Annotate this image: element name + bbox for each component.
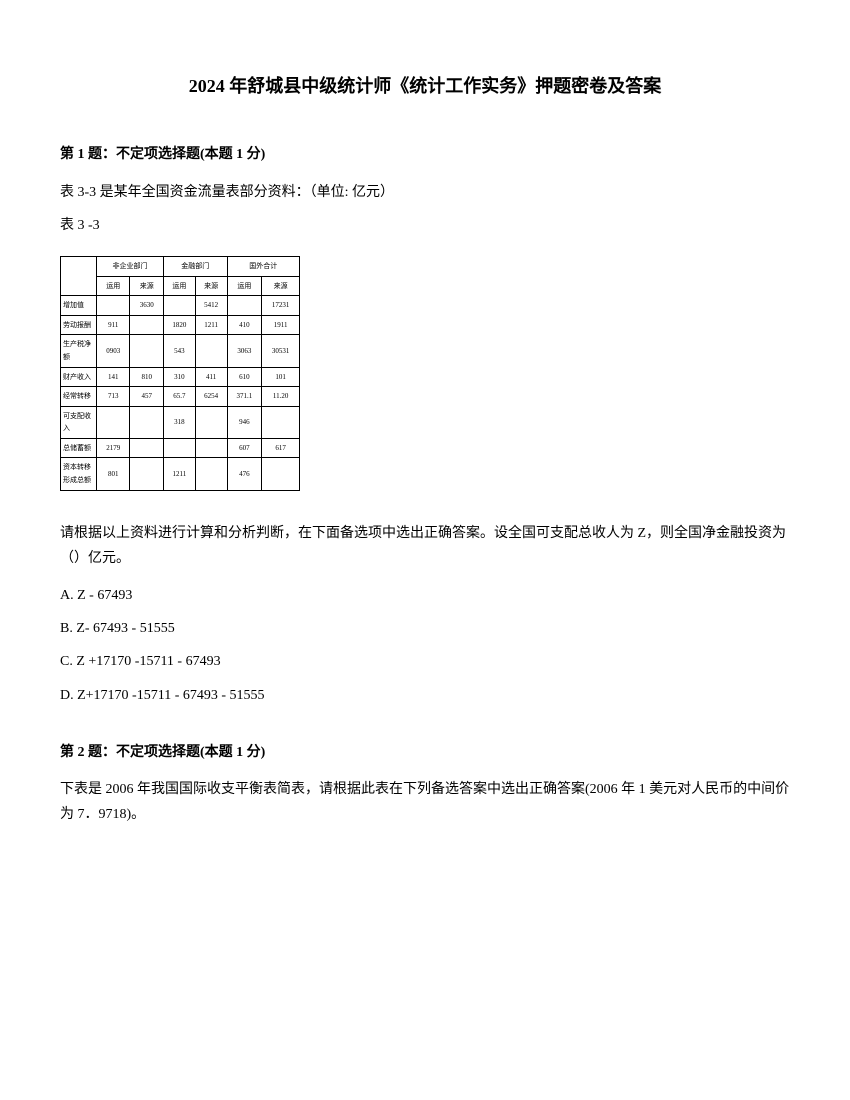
table-cell	[163, 296, 195, 316]
q1-intro: 表 3-3 是某年全国资金流量表部分资料：（单位: 亿元）	[60, 180, 790, 205]
table-cell	[262, 458, 300, 490]
table-cell	[130, 406, 163, 438]
question-2: 第 2 题：不定项选择题(本题 1 分) 下表是 2006 年我国国际收支平衡表…	[60, 740, 790, 828]
table-cell: 运用	[163, 276, 195, 296]
q1-option-c: C. Z +17170 -15711 - 67493	[60, 649, 790, 674]
table-cell: 资本转移形成总额	[61, 458, 97, 490]
table-row: 经常转移 713 457 65.7 6254 371.1 11.20	[61, 387, 300, 407]
table-cell: 476	[227, 458, 262, 490]
table-cell: 30531	[262, 335, 300, 367]
table-cell: 318	[163, 406, 195, 438]
q1-table-label: 表 3 -3	[60, 213, 790, 238]
table-cell: 增加值	[61, 296, 97, 316]
table-row: 生产税净额 0903 543 3063 30531	[61, 335, 300, 367]
table-cell: 2179	[97, 438, 130, 458]
table-cell: 来源	[195, 276, 227, 296]
table-cell: 财产收入	[61, 367, 97, 387]
table-row: 劳动报酬 911 1820 1211 410 1911	[61, 315, 300, 335]
table-cell: 17231	[262, 296, 300, 316]
table-row: 资本转移形成总额 801 1211 476	[61, 458, 300, 490]
table-cell: 可支配收入	[61, 406, 97, 438]
table-cell	[97, 406, 130, 438]
table-cell	[130, 315, 163, 335]
table-cell: 来源	[130, 276, 163, 296]
table-cell: 1911	[262, 315, 300, 335]
table-cell	[195, 458, 227, 490]
table-row: 增加值 3630 5412 17231	[61, 296, 300, 316]
table-cell: 国外合计	[227, 256, 299, 276]
table-cell	[130, 335, 163, 367]
table-cell: 5412	[195, 296, 227, 316]
q1-option-d: D. Z+17170 -15711 - 67493 - 51555	[60, 683, 790, 708]
table-cell: 3630	[130, 296, 163, 316]
table-cell	[195, 438, 227, 458]
q1-option-a: A. Z - 67493	[60, 583, 790, 608]
table-header-row-1: 非企业部门 金融部门 国外合计	[61, 256, 300, 276]
table-cell: 11.20	[262, 387, 300, 407]
table-cell	[61, 256, 97, 295]
table-cell: 1820	[163, 315, 195, 335]
table-cell: 371.1	[227, 387, 262, 407]
table-cell: 607	[227, 438, 262, 458]
table-cell: 310	[163, 367, 195, 387]
table-cell: 713	[97, 387, 130, 407]
table-cell: 来源	[262, 276, 300, 296]
table-cell	[195, 335, 227, 367]
q1-question-text: 请根据以上资料进行计算和分析判断，在下面备选项中选出正确答案。设全国可支配总收人…	[60, 521, 790, 571]
table-cell: 911	[97, 315, 130, 335]
table-cell: 生产税净额	[61, 335, 97, 367]
table-cell: 3063	[227, 335, 262, 367]
table-cell: 金融部门	[163, 256, 227, 276]
table-cell: 543	[163, 335, 195, 367]
table-cell: 1211	[163, 458, 195, 490]
table-cell: 6254	[195, 387, 227, 407]
table-header-row-2: 运用 来源 运用 来源 运用 来源	[61, 276, 300, 296]
table-cell	[130, 458, 163, 490]
q1-option-b: B. Z- 67493 - 51555	[60, 616, 790, 641]
q2-header: 第 2 题：不定项选择题(本题 1 分)	[60, 740, 790, 765]
table-cell: 610	[227, 367, 262, 387]
table-row: 总储蓄额 2179 607 617	[61, 438, 300, 458]
table-cell	[130, 438, 163, 458]
table-cell: 617	[262, 438, 300, 458]
table-cell: 141	[97, 367, 130, 387]
question-1: 第 1 题：不定项选择题(本题 1 分) 表 3-3 是某年全国资金流量表部分资…	[60, 142, 790, 707]
table-cell	[227, 296, 262, 316]
table-cell: 810	[130, 367, 163, 387]
table-cell: 65.7	[163, 387, 195, 407]
table-cell: 410	[227, 315, 262, 335]
document-title: 2024 年舒城县中级统计师《统计工作实务》押题密卷及答案	[60, 70, 790, 102]
table-cell	[97, 296, 130, 316]
table-cell	[195, 406, 227, 438]
table-cell	[262, 406, 300, 438]
table-cell: 411	[195, 367, 227, 387]
q1-header: 第 1 题：不定项选择题(本题 1 分)	[60, 142, 790, 167]
q2-question-text: 下表是 2006 年我国国际收支平衡表简表，请根据此表在下列备选答案中选出正确答…	[60, 777, 790, 827]
table-cell: 457	[130, 387, 163, 407]
table-cell: 0903	[97, 335, 130, 367]
table-row: 可支配收入 318 946	[61, 406, 300, 438]
table-cell: 1211	[195, 315, 227, 335]
table-cell: 946	[227, 406, 262, 438]
q1-data-table: 非企业部门 金融部门 国外合计 运用 来源 运用 来源 运用 来源 增加值 36…	[60, 256, 300, 491]
table-cell: 总储蓄额	[61, 438, 97, 458]
table-row: 财产收入 141 810 310 411 610 101	[61, 367, 300, 387]
table-cell: 劳动报酬	[61, 315, 97, 335]
table-cell: 运用	[227, 276, 262, 296]
table-cell: 非企业部门	[97, 256, 164, 276]
table-cell: 运用	[97, 276, 130, 296]
table-cell: 经常转移	[61, 387, 97, 407]
table-cell: 101	[262, 367, 300, 387]
table-cell: 801	[97, 458, 130, 490]
table-cell	[163, 438, 195, 458]
